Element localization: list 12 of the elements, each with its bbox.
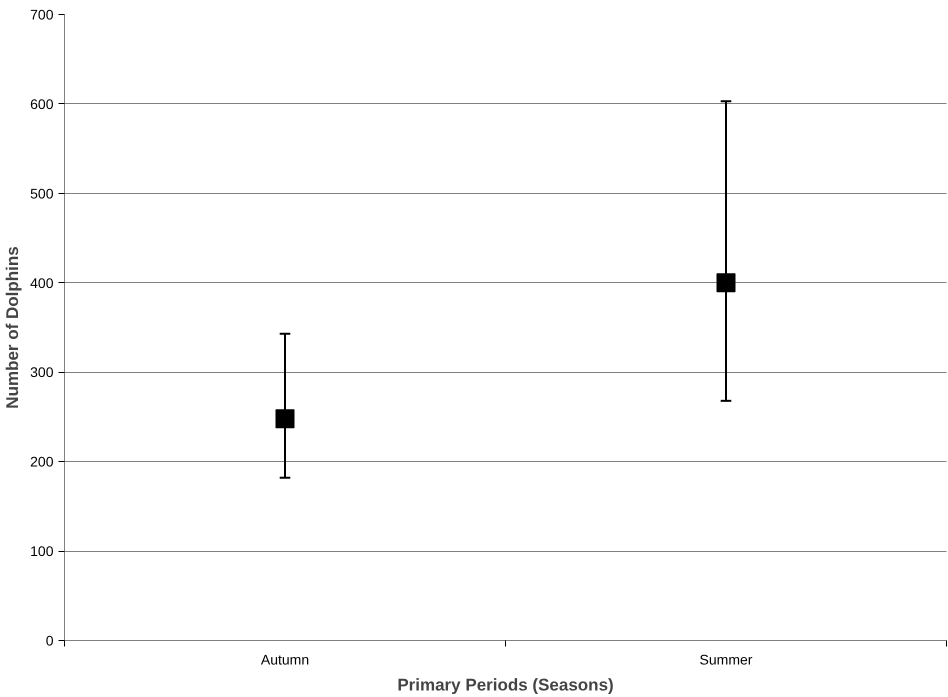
y-tick-label: 600 — [30, 96, 54, 112]
x-axis-title: Primary Periods (Seasons) — [397, 676, 614, 694]
y-tick-label: 200 — [30, 454, 54, 470]
y-tick-label: 400 — [30, 274, 54, 291]
x-tick-label: Autumn — [260, 652, 310, 668]
y-tick-label: 0 — [46, 632, 54, 648]
y-tick-label: 100 — [30, 543, 54, 560]
x-tick-label: Summer — [700, 652, 753, 668]
y-tick-label: 700 — [30, 6, 54, 22]
y-tick-label: 300 — [30, 364, 54, 380]
y-axis-title: Number of Dolphins — [3, 246, 22, 409]
y-tick-label: 500 — [30, 185, 54, 202]
